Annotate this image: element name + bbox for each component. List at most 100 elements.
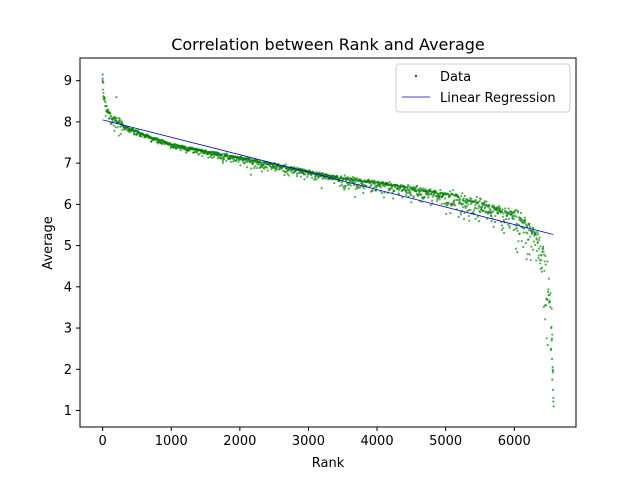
data-point bbox=[502, 231, 506, 235]
data-point bbox=[241, 160, 245, 163]
data-point bbox=[113, 129, 116, 132]
data-point bbox=[489, 212, 493, 215]
data-point bbox=[380, 191, 384, 195]
data-point bbox=[237, 160, 240, 163]
data-point bbox=[449, 190, 452, 193]
data-point bbox=[538, 238, 541, 242]
data-point bbox=[283, 173, 286, 177]
data-point bbox=[547, 288, 550, 291]
plot-frame bbox=[79, 57, 577, 428]
data-point bbox=[542, 245, 545, 248]
data-point bbox=[287, 174, 290, 177]
x-tick-label: 5000 bbox=[429, 434, 462, 449]
data-point bbox=[409, 190, 412, 194]
data-point bbox=[551, 333, 554, 336]
data-point bbox=[477, 207, 480, 210]
data-point bbox=[229, 160, 232, 163]
x-tick-label: 6000 bbox=[498, 434, 531, 449]
data-point bbox=[303, 173, 307, 176]
data-point bbox=[184, 151, 188, 154]
data-point bbox=[117, 134, 121, 137]
data-point bbox=[102, 81, 105, 84]
data-point bbox=[540, 254, 543, 257]
data-point bbox=[546, 260, 549, 263]
data-point bbox=[550, 337, 554, 340]
data-point bbox=[521, 222, 525, 225]
data-point bbox=[438, 195, 441, 199]
data-point bbox=[120, 120, 124, 123]
data-point bbox=[551, 371, 554, 374]
data-point bbox=[534, 234, 537, 237]
data-point bbox=[526, 232, 529, 235]
data-point bbox=[479, 198, 482, 201]
data-point bbox=[490, 214, 493, 217]
data-point bbox=[225, 159, 228, 162]
x-tick-label: 2000 bbox=[223, 434, 256, 449]
data-point bbox=[405, 193, 408, 197]
data-point bbox=[522, 245, 525, 249]
data-point bbox=[477, 220, 481, 223]
data-point bbox=[343, 186, 347, 189]
data-point bbox=[412, 196, 415, 199]
data-point bbox=[512, 215, 515, 218]
y-axis-label: Average bbox=[41, 216, 56, 269]
data-point bbox=[517, 240, 520, 243]
data-point bbox=[548, 293, 551, 297]
data-point bbox=[507, 217, 510, 220]
data-point bbox=[103, 99, 106, 102]
data-point bbox=[461, 206, 464, 209]
data-point bbox=[460, 194, 463, 197]
data-point bbox=[110, 123, 113, 126]
data-point bbox=[453, 199, 456, 202]
data-point bbox=[243, 161, 246, 165]
data-point bbox=[519, 211, 523, 215]
data-point bbox=[344, 184, 347, 188]
data-point bbox=[507, 207, 510, 210]
data-point bbox=[207, 156, 210, 159]
data-point bbox=[477, 201, 480, 204]
data-point bbox=[546, 343, 549, 347]
data-point bbox=[429, 204, 432, 207]
data-point bbox=[468, 219, 471, 222]
data-point bbox=[550, 357, 554, 361]
data-point bbox=[343, 188, 346, 191]
data-point bbox=[485, 200, 488, 203]
data-point bbox=[549, 291, 552, 295]
data-point bbox=[543, 260, 546, 263]
data-point bbox=[518, 232, 521, 235]
y-tick-label: 4 bbox=[64, 280, 72, 295]
data-point bbox=[551, 366, 554, 369]
data-point bbox=[239, 164, 242, 167]
x-axis: 0 1000 2000 3000 4000 5000 6000 bbox=[98, 427, 531, 449]
data-point bbox=[545, 337, 548, 340]
data-point bbox=[462, 197, 465, 200]
data-point bbox=[354, 181, 357, 184]
data-point bbox=[216, 157, 220, 160]
data-point bbox=[514, 227, 517, 231]
data-point bbox=[359, 185, 362, 189]
data-point bbox=[544, 254, 547, 258]
data-point bbox=[419, 186, 422, 189]
data-point bbox=[544, 318, 547, 321]
data-point bbox=[525, 258, 528, 261]
data-point bbox=[150, 140, 153, 143]
data-point bbox=[379, 184, 382, 187]
data-point bbox=[441, 195, 444, 198]
data-point bbox=[405, 191, 408, 195]
data-point bbox=[466, 201, 469, 204]
data-point bbox=[140, 135, 143, 138]
data-point bbox=[388, 180, 391, 184]
data-point bbox=[551, 369, 555, 372]
data-point bbox=[549, 305, 552, 309]
data-point bbox=[475, 207, 478, 210]
data-point bbox=[423, 195, 426, 198]
data-point bbox=[544, 263, 547, 266]
y-tick-label: 1 bbox=[64, 404, 72, 419]
data-point bbox=[353, 195, 357, 199]
data-point bbox=[538, 236, 541, 239]
data-point bbox=[108, 117, 111, 120]
data-point bbox=[537, 247, 541, 250]
x-tick-label: 3000 bbox=[292, 434, 325, 449]
data-point bbox=[551, 378, 554, 381]
data-point bbox=[484, 205, 487, 209]
